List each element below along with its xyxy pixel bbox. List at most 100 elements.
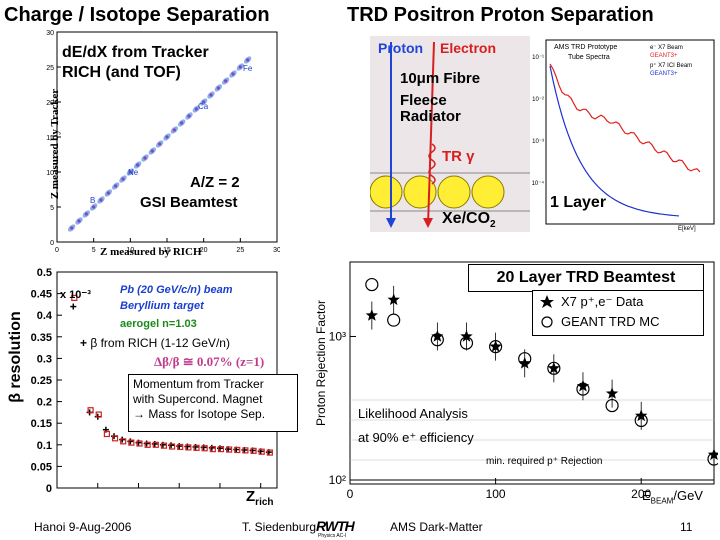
legend-star-marker xyxy=(540,295,554,308)
beta-square-marker xyxy=(258,448,265,455)
beta-square-marker xyxy=(177,443,184,451)
beta-square-marker xyxy=(209,446,216,453)
charge-cluster-core xyxy=(84,212,88,216)
mc-circle-marker xyxy=(365,277,379,292)
beta-square-marker xyxy=(128,439,135,446)
beam-label-1: A/Z = 2 xyxy=(190,174,240,191)
tube-spectra-chart: 10⁻¹ 10⁻² 10⁻³ 10⁻⁴ xyxy=(532,39,715,225)
data-star-marker xyxy=(431,330,444,342)
data-star-marker xyxy=(576,379,590,392)
rejection-xlabel-sub: BEAM xyxy=(650,496,674,506)
charge-cluster-core xyxy=(246,58,250,62)
beta-legend-2: Beryllium target xyxy=(120,300,204,312)
momentum-note-box: Momentum from Tracker with Supercond. Ma… xyxy=(128,374,298,432)
charge-cluster-core xyxy=(121,177,125,181)
charge-cluster-core xyxy=(143,156,147,160)
data-star-marker xyxy=(460,330,473,342)
charge-overlay-title-1: dE/dX from Tracker xyxy=(62,44,209,61)
beta-square-marker xyxy=(193,444,200,451)
beta-ylabel: β resolution xyxy=(7,311,24,403)
straw-tubes xyxy=(370,175,505,209)
data-star-marker xyxy=(365,309,378,321)
charge-xtick-label: 0 xyxy=(55,247,59,254)
beta-square-marker xyxy=(95,411,102,418)
fibre-label: 10μm Fibre xyxy=(400,70,481,87)
footer-topic: AMS Dark-Matter xyxy=(390,520,483,534)
charge-cluster-core xyxy=(209,93,213,97)
charge-ytick-label: 10 xyxy=(46,170,54,177)
rejection-xtick-label: 200 xyxy=(631,487,651,501)
charge-ytick-label: 25 xyxy=(46,65,54,72)
charge-cluster-core xyxy=(224,79,228,83)
element-label-ne: Ne xyxy=(128,168,139,177)
charge-cluster-core xyxy=(150,149,154,153)
charge-cluster-core xyxy=(202,100,206,104)
data-star-marker xyxy=(387,293,400,306)
spectra-legend-title-1: AMS TRD Prototype xyxy=(554,44,618,51)
beta-square-marker xyxy=(217,446,225,453)
beta-ytick-label: 0.2 xyxy=(37,397,52,409)
charge-cluster-core xyxy=(165,135,169,139)
beta-square-marker xyxy=(242,447,249,454)
spectra-legend-entry-3: p⁺ X7 ICI Beam xyxy=(650,63,693,69)
momentum-note-line-1: Momentum from Tracker xyxy=(133,377,264,391)
footer-author: T. Siedenburg xyxy=(242,520,317,534)
spectra-legend-entry-1: e⁻ X7 Beam xyxy=(650,45,683,51)
charge-xtick-label: 20 xyxy=(200,247,208,254)
charge-cluster-core xyxy=(172,128,176,132)
spectra-ytick-label: 10⁻² xyxy=(532,97,544,103)
electron-track xyxy=(427,41,435,227)
charge-cluster-core xyxy=(106,191,110,195)
mc-circle-marker xyxy=(387,313,401,327)
rejection-ylabel: Proton Rejection Factor xyxy=(314,299,328,427)
beta-square-marker xyxy=(71,294,78,302)
beta-square-marker xyxy=(136,440,143,447)
data-star-marker xyxy=(547,361,560,374)
trd-schematic-panel: Proton Electron 10μm Fibre Fleece Radiat… xyxy=(370,36,530,232)
spectra-ytick-label: 10⁻³ xyxy=(532,139,544,145)
electron-arrow-head xyxy=(423,218,433,228)
beta-square-marker xyxy=(103,430,110,438)
rejection-xtick-label: 0 xyxy=(347,487,354,501)
rejection-xlabel: EBEAM/GeV xyxy=(642,488,703,506)
charge-ylabel: Z measured by Tracker xyxy=(49,88,61,200)
beta-ytick-label: 0 xyxy=(46,483,52,495)
spectra-ytick-label: 10⁻⁴ xyxy=(532,180,544,187)
charge-xtick-label: 15 xyxy=(163,247,171,254)
charge-xtick-label: 10 xyxy=(126,247,134,254)
beta-ytick-label: 0.35 xyxy=(31,332,52,344)
beta-square-marker xyxy=(144,441,151,448)
right-title: TRD Positron Proton Separation xyxy=(347,4,654,26)
beta-square-marker xyxy=(226,446,233,453)
charge-cluster-core xyxy=(194,107,198,111)
beta-from-rich: + β from RICH (1-12 GeV/n) xyxy=(80,336,230,350)
beta-square-marker xyxy=(152,441,159,448)
rejection-plot-panel: 10³ 10² 0 100 200 Proton Rejection Factor 2… xyxy=(306,250,718,514)
charge-xtick-label: 30 xyxy=(273,247,280,254)
rejection-legend-data: X7 p⁺,e⁻ Data xyxy=(561,294,644,309)
charge-cluster-core xyxy=(70,226,74,230)
beta-square-marker xyxy=(185,444,192,451)
beam-label-2: GSI Beamtest xyxy=(140,194,238,211)
element-label-fe: Fe xyxy=(243,64,253,73)
beta-square-marker xyxy=(201,445,208,452)
momentum-note-line-2: with Supercond. Magnet xyxy=(133,392,263,406)
beta-square-marker xyxy=(266,449,273,456)
data-star-marker xyxy=(605,387,619,399)
charge-cluster-core xyxy=(158,142,162,146)
charge-cluster-core xyxy=(77,219,81,223)
proton-spectrum-line xyxy=(549,65,680,217)
beta-square-marker xyxy=(87,407,94,414)
beta-ytick-label: 0.45 xyxy=(31,289,52,301)
radiator-label: Radiator xyxy=(400,108,461,125)
beta-xlabel-sub: rich xyxy=(255,497,274,508)
beta-square-marker xyxy=(120,438,127,445)
charge-cluster-core xyxy=(128,170,132,174)
spectra-legend-entry-4: GEANT3+ xyxy=(650,71,678,77)
tr-photon-wave xyxy=(428,143,436,185)
charge-overlay-title-2: RICH (and TOF) xyxy=(62,64,181,81)
beta-from-rich-marker: + xyxy=(80,336,91,350)
charge-ytick-label: 15 xyxy=(46,135,54,142)
spectra-legend-title-2: Tube Spectra xyxy=(568,54,610,61)
beta-ytick-label: 0.5 xyxy=(37,267,52,279)
